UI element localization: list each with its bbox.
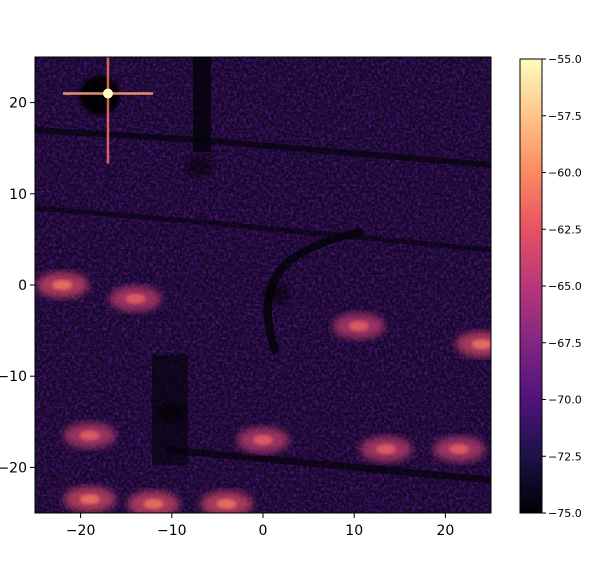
plot-area (35, 57, 491, 513)
colorbar: −55.0 −57.5 −60.0 −62.5 −65.0 −67.5 −70.0 −72.5… (519, 53, 582, 520)
colorbar-tick-label: −67.5 (548, 337, 582, 350)
bright-blob-core (143, 498, 164, 509)
point-halo (79, 75, 120, 116)
y-tick-label: 20 (9, 96, 27, 112)
features-layer (36, 57, 491, 513)
dark-arc (263, 228, 364, 354)
bright-blob-core (253, 435, 273, 446)
bright-blob-core (52, 280, 73, 290)
x-tick-label: −10 (157, 523, 187, 539)
y-tick-label: −10 (0, 369, 27, 385)
y-tick-label: −20 (0, 460, 27, 476)
x-tick-label: 20 (436, 523, 454, 539)
colorbar-tick-label: −60.0 (548, 167, 582, 180)
bright-blob-core (376, 444, 397, 455)
dark-band (35, 205, 491, 253)
colorbar-tick-label: −57.5 (548, 110, 582, 123)
colorbar-tick-label: −72.5 (548, 450, 582, 463)
bright-blob-core (348, 321, 369, 332)
colorbar-tick-label: −62.5 (548, 223, 582, 236)
colorbar-tick-label: −65.0 (548, 280, 582, 293)
x-tick-label: 10 (345, 523, 363, 539)
y-tick-label: 0 (18, 278, 27, 294)
dark-shadow (185, 156, 214, 177)
dark-shadow (157, 402, 186, 423)
y-axis: 20 10 0 −10 −20 (0, 96, 35, 476)
bright-blob-core (79, 430, 100, 441)
dark-column (193, 57, 211, 152)
y-tick-label: 10 (9, 187, 27, 203)
dark-band (166, 446, 491, 484)
colorbar-tick-label: −70.0 (548, 394, 582, 407)
bright-blob-core (79, 494, 100, 505)
dark-structures (35, 57, 491, 484)
colorbar-gradient (520, 59, 542, 513)
dark-shadow (262, 284, 291, 305)
bright-blob-core (125, 293, 146, 304)
bright-blob-core (216, 498, 237, 509)
colorbar-ticks: −55.0 −57.5 −60.0 −62.5 −65.0 −67.5 −70.0 −72.5… (542, 53, 582, 520)
bright-blob-core (471, 339, 491, 350)
bright-point (102, 88, 113, 99)
colorbar-tick-label: −55.0 (548, 53, 582, 66)
bright-blob-core (449, 444, 470, 455)
x-axis: −20 −10 0 10 20 (66, 513, 454, 539)
x-tick-label: −20 (66, 523, 96, 539)
x-tick-label: 0 (259, 523, 268, 539)
colorbar-tick-label: −75.0 (548, 507, 582, 520)
